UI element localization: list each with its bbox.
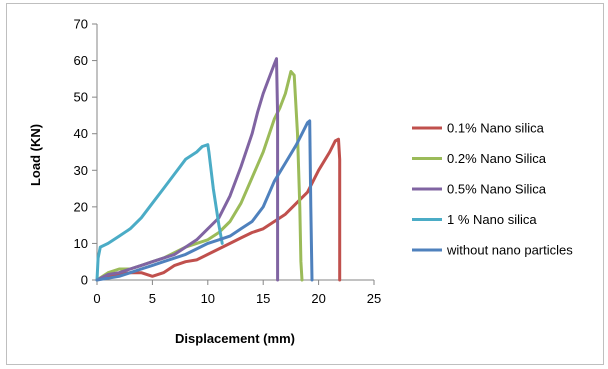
legend-label-5: without nano particles xyxy=(446,243,573,258)
series-line-3 xyxy=(95,57,280,282)
x-tick-label: 25 xyxy=(367,291,381,306)
y-tick-label: 30 xyxy=(74,163,88,178)
y-axis-ticks: 0 10 20 30 40 50 60 70 xyxy=(74,17,97,288)
y-tick-label: 60 xyxy=(74,53,88,68)
y-axis-label: Load (KN) xyxy=(28,124,43,186)
y-tick-label: 10 xyxy=(74,236,88,251)
y-tick-label: 70 xyxy=(74,17,88,32)
legend: 0.1% Nano silica 0.2% Nano Silica 0.5% Nan… xyxy=(412,121,573,258)
legend-label-1: 0.1% Nano silica xyxy=(447,121,545,136)
x-tick-label: 10 xyxy=(201,291,215,306)
x-tick-label: 20 xyxy=(311,291,325,306)
x-tick-label: 15 xyxy=(256,291,270,306)
series-line-5 xyxy=(95,119,314,282)
x-axis-ticks: 0 5 10 15 20 25 xyxy=(93,280,381,306)
series-line-4 xyxy=(95,143,224,282)
y-tick-label: 0 xyxy=(81,273,88,288)
x-tick-label: 0 xyxy=(93,291,100,306)
legend-label-4: 1 % Nano silica xyxy=(447,212,537,227)
legend-label-2: 0.2% Nano Silica xyxy=(447,151,547,166)
series-lines xyxy=(95,57,342,282)
x-tick-label: 5 xyxy=(149,291,156,306)
legend-label-3: 0.5% Nano Silica xyxy=(447,182,547,197)
series-line-1 xyxy=(95,137,342,282)
y-tick-label: 20 xyxy=(74,199,88,214)
y-tick-label: 40 xyxy=(74,126,88,141)
chart-frame xyxy=(6,3,604,365)
x-axis-label: Displacement (mm) xyxy=(175,331,295,346)
y-tick-label: 50 xyxy=(74,90,88,105)
